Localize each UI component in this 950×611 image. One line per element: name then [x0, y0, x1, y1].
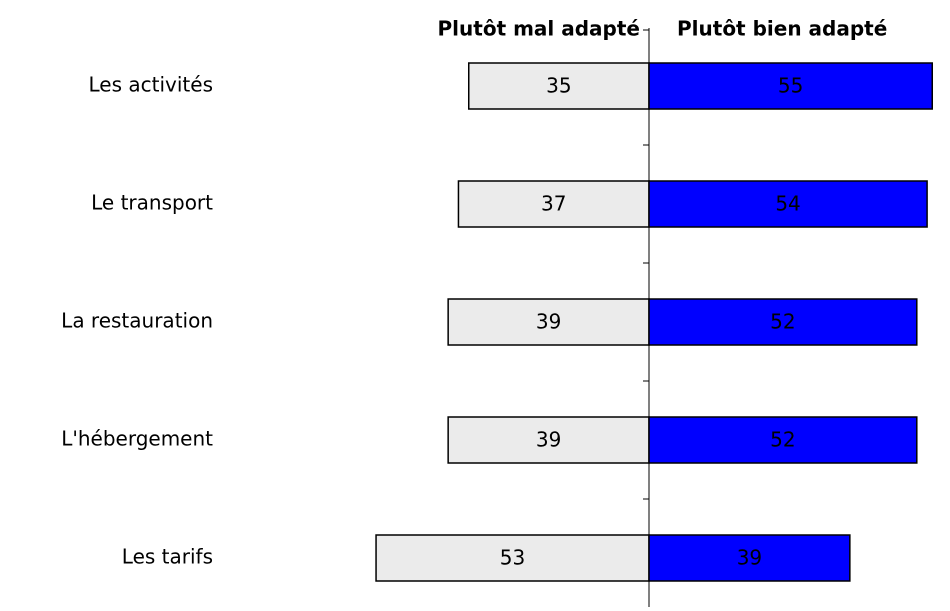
value-label: 52: [770, 310, 795, 334]
value-label: 35: [546, 74, 571, 98]
bar: [468, 62, 650, 110]
bar: [648, 62, 933, 110]
bar: [447, 416, 650, 464]
value-label: 52: [770, 428, 795, 452]
value-label: 53: [500, 546, 525, 570]
category-label: L'hébergement: [61, 427, 213, 451]
value-label: 39: [737, 546, 762, 570]
value-label: 37: [541, 192, 566, 216]
series-header: Plutôt mal adapté: [438, 17, 640, 41]
bar: [648, 534, 851, 582]
bar: [375, 534, 650, 582]
bar: [648, 180, 928, 228]
category-label: La restauration: [61, 309, 213, 333]
category-label: Le transport: [91, 191, 213, 215]
bar: [447, 298, 650, 346]
value-label: 39: [536, 310, 561, 334]
value-label: 39: [536, 428, 561, 452]
value-label: 55: [778, 74, 803, 98]
category-label: Les activités: [89, 73, 213, 97]
bar: [457, 180, 650, 228]
category-label: Les tarifs: [122, 545, 213, 569]
series-header: Plutôt bien adapté: [677, 17, 887, 41]
value-label: 54: [775, 192, 800, 216]
